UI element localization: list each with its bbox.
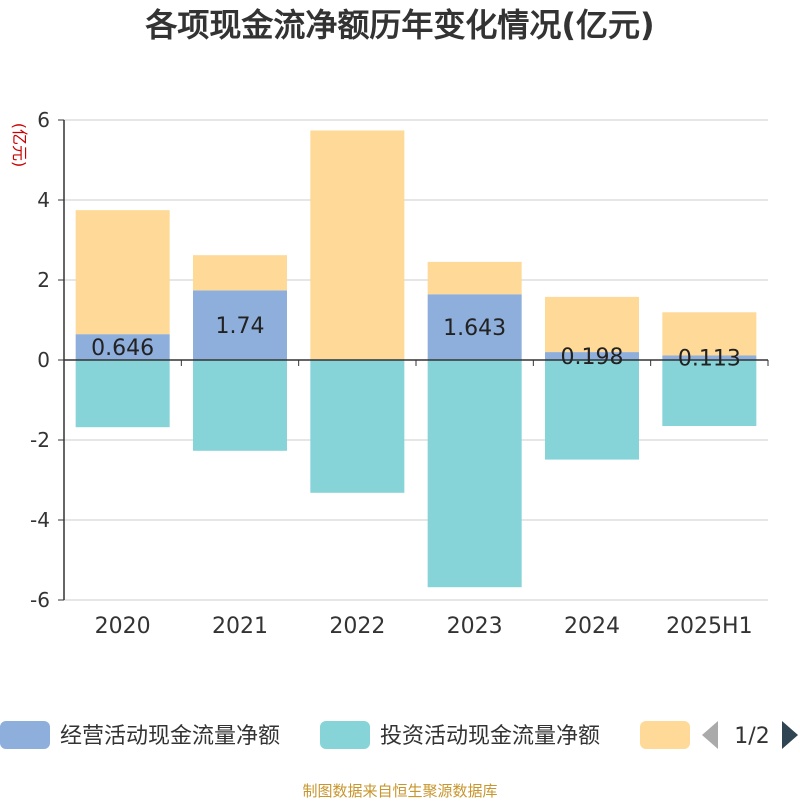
triangle-left-icon[interactable] (702, 721, 718, 749)
legend: 经营活动现金流量净额 投资活动现金流量净额 1/2 (0, 721, 798, 749)
bar-operating-2020 (75, 334, 170, 360)
legend-swatch[interactable] (640, 721, 690, 749)
y-axis-label: (亿元) (10, 123, 29, 168)
bar-operating-2021 (193, 290, 287, 360)
bar-investing-2023 (427, 360, 522, 588)
x-tick-label: 2021 (212, 614, 268, 639)
data-labels: 0.646 1.74 1.643 0.198 0.113 (91, 314, 741, 372)
bar-financing-2021 (193, 255, 287, 291)
bar-financing-2020 (75, 210, 170, 335)
bars (75, 130, 757, 588)
bar-operating-2024 (545, 352, 639, 360)
y-tick-label: 2 (37, 268, 50, 292)
y-tick-label: -4 (30, 508, 50, 532)
bar-investing-2021 (193, 360, 287, 451)
source-note: 制图数据来自恒生聚源数据库 (302, 782, 497, 800)
bar-investing-2022 (310, 360, 405, 493)
bar-investing-2025H1 (662, 360, 757, 426)
bar-investing-2024 (545, 360, 639, 460)
bar-financing-2024 (545, 296, 639, 353)
axes: 6 4 2 0 -2 -4 -6 2020 2021 2022 2023 2024 2025H1 (30, 108, 769, 639)
y-tick-label: -2 (30, 428, 50, 452)
bar-investing-2020 (75, 360, 170, 428)
triangle-right-icon[interactable] (782, 721, 798, 749)
legend-page-indicator: 1/2 (734, 724, 769, 749)
y-tick-label: 6 (37, 108, 50, 132)
grid-lines (64, 119, 768, 601)
x-tick-label: 2024 (564, 614, 620, 639)
bar-operating-2025H1 (662, 355, 757, 360)
bar-financing-2023 (427, 261, 522, 295)
chart-title: 各项现金流净额历年变化情况(亿元) (145, 6, 654, 44)
y-tick-label: 0 (37, 348, 50, 372)
bar-operating-2023 (427, 294, 522, 360)
data-label: 0.113 (678, 347, 741, 372)
y-tick-label: 4 (37, 188, 50, 212)
legend-swatch[interactable] (320, 721, 370, 749)
data-label: 1.643 (443, 316, 506, 341)
bar-financing-2022 (310, 130, 405, 360)
y-tick-label: -6 (30, 588, 50, 612)
x-tick-label: 2025H1 (666, 614, 753, 639)
x-tick-label: 2020 (95, 614, 151, 639)
data-label: 0.646 (91, 336, 154, 361)
legend-swatch[interactable] (0, 721, 50, 749)
data-label: 1.74 (216, 314, 265, 339)
x-tick-label: 2022 (329, 614, 385, 639)
legend-label[interactable]: 投资活动现金流量净额 (380, 724, 600, 749)
bar-financing-2025H1 (662, 312, 757, 356)
data-label: 0.198 (561, 345, 624, 370)
x-tick-label: 2023 (447, 614, 503, 639)
legend-label[interactable]: 经营活动现金流量净额 (60, 724, 280, 749)
